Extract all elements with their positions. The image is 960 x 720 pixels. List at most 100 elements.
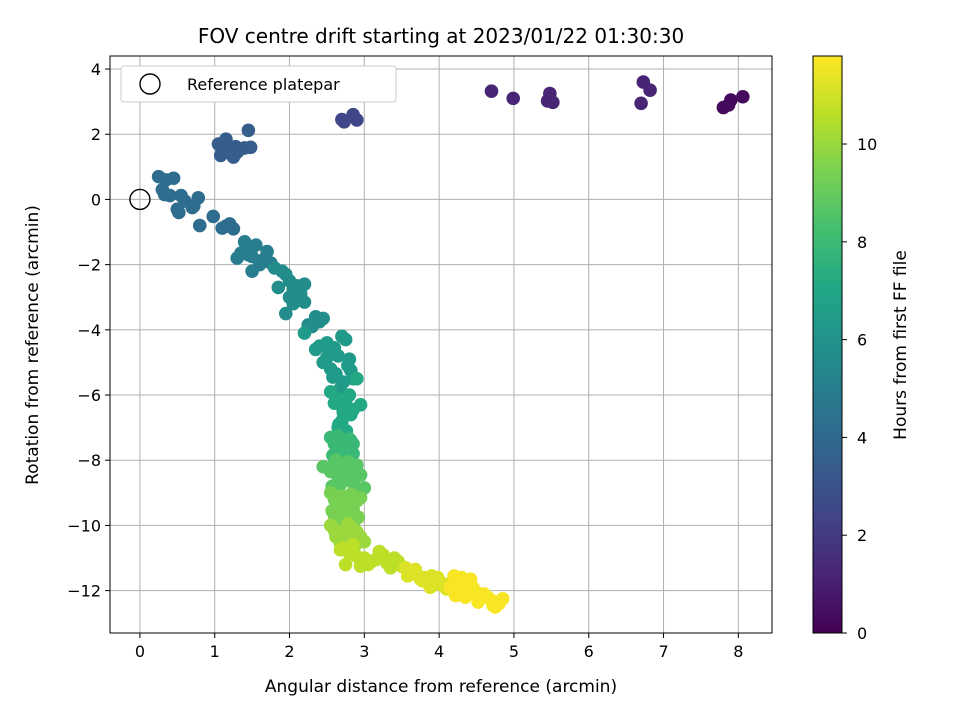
plot-frame [109, 55, 773, 634]
data-point [226, 221, 241, 236]
data-point [249, 238, 263, 252]
data-point [157, 187, 172, 202]
colorbar-tick-label: 2 [857, 526, 867, 545]
colorbar-tick-label: 0 [857, 624, 867, 643]
x-tick-label: 7 [658, 642, 668, 661]
data-point [447, 569, 461, 583]
y-axis-label: Rotation from reference (arcmin) [23, 205, 43, 485]
y-tick-label: 0 [91, 190, 101, 209]
data-point [166, 171, 181, 186]
data-point [495, 591, 510, 606]
legend: Reference platepar [120, 65, 397, 103]
colorbar-tick-label: 10 [857, 135, 877, 154]
data-point [484, 84, 499, 99]
data-point [368, 552, 383, 567]
data-point [333, 477, 348, 492]
data-point [465, 580, 480, 595]
data-point [172, 205, 186, 220]
reference-platepar-marker [129, 188, 151, 211]
x-tick-label: 2 [284, 642, 294, 661]
data-point [643, 83, 657, 98]
y-tick-label: −12 [67, 582, 101, 601]
data-point [336, 406, 351, 420]
legend-marker-reference [139, 73, 161, 95]
x-axis-label: Angular distance from reference (arcmin) [265, 677, 617, 697]
data-point [506, 91, 520, 106]
data-point [331, 349, 345, 363]
colorbar: 0 2 4 6 8 10 Hours from first FF file [812, 55, 911, 643]
y-axis-ticks: −12 −10 −8 −6 −4 −2 0 2 4 [67, 60, 110, 601]
data-point [634, 96, 648, 111]
data-point [353, 559, 368, 573]
data-point [350, 371, 364, 386]
data-point [724, 93, 738, 107]
colorbar-gradient [812, 55, 843, 634]
data-point [316, 311, 330, 326]
x-tick-label: 4 [434, 642, 444, 661]
data-point [271, 280, 286, 295]
y-tick-label: 2 [91, 125, 101, 144]
data-point [350, 525, 364, 539]
data-point [338, 557, 353, 572]
data-point [346, 538, 360, 552]
data-point [430, 570, 445, 585]
data-point [256, 252, 271, 267]
legend-box [120, 65, 397, 103]
x-tick-label: 5 [509, 642, 519, 661]
data-point [192, 218, 207, 233]
data-point [297, 295, 312, 309]
data-point [344, 433, 358, 448]
data-point [344, 471, 358, 485]
x-axis-ticks: 0 1 2 3 4 5 6 7 8 [135, 633, 743, 661]
colorbar-label: Hours from first FF file [891, 250, 911, 440]
data-point [278, 306, 293, 321]
y-tick-label: −2 [77, 256, 101, 275]
data-point [185, 200, 200, 215]
data-point [486, 598, 500, 613]
data-point [408, 562, 422, 577]
data-points [129, 75, 750, 614]
legend-label-reference: Reference platepar [187, 75, 340, 94]
data-point [736, 89, 750, 104]
data-point [243, 140, 258, 155]
data-point [206, 209, 221, 224]
y-tick-label: −8 [77, 451, 101, 470]
data-point [241, 123, 256, 138]
data-point [191, 191, 206, 205]
chart-title: FOV centre drift starting at 2023/01/22 … [198, 24, 684, 48]
data-point [245, 264, 259, 278]
data-point [286, 296, 301, 311]
data-point [341, 516, 355, 531]
data-point [344, 487, 358, 502]
y-tick-label: −10 [67, 516, 101, 535]
y-tick-label: 4 [91, 60, 101, 79]
plot-area: 0 1 2 3 4 5 6 7 8 −12 −10 −8 −6 −4 −2 0 2 4 [67, 55, 773, 661]
x-tick-label: 6 [584, 642, 594, 661]
y-tick-label: −4 [77, 321, 101, 340]
x-tick-label: 8 [733, 642, 743, 661]
data-point [546, 95, 560, 110]
data-point [423, 580, 437, 595]
data-point [341, 455, 355, 469]
data-point [453, 587, 467, 601]
x-tick-label: 0 [135, 642, 145, 661]
x-tick-label: 3 [359, 642, 369, 661]
colorbar-ticks: 0 2 4 6 8 10 [842, 135, 877, 643]
colorbar-tick-label: 8 [857, 233, 867, 252]
data-point [327, 396, 342, 410]
data-point [351, 510, 366, 525]
data-point [297, 326, 312, 340]
data-point [350, 113, 364, 127]
colorbar-tick-label: 6 [857, 331, 867, 350]
data-point [241, 248, 256, 262]
data-point [221, 143, 235, 158]
data-point [333, 543, 348, 557]
colorbar-tick-label: 4 [857, 428, 867, 447]
data-point [326, 370, 340, 384]
data-point [320, 350, 334, 365]
y-tick-label: −6 [77, 386, 101, 405]
data-point [342, 388, 357, 402]
x-tick-label: 1 [210, 642, 220, 661]
data-point [336, 497, 351, 512]
